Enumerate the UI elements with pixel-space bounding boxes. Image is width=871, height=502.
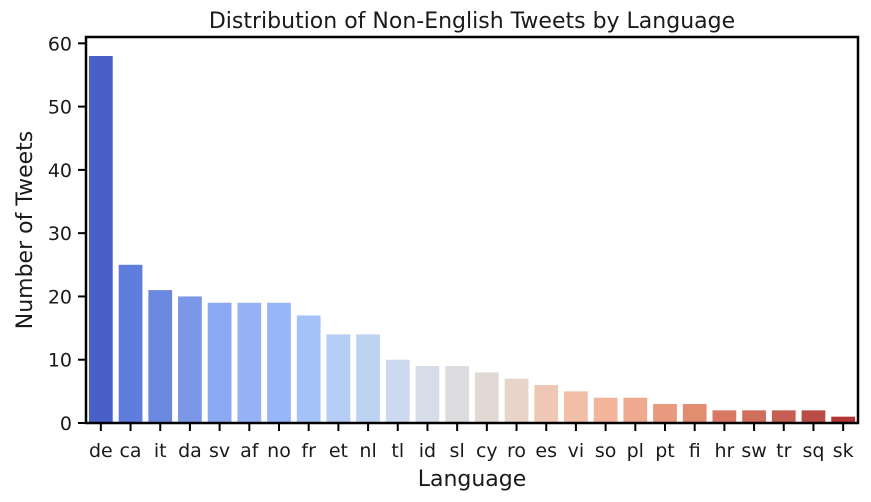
bar-fi (682, 404, 707, 423)
bar-es (534, 385, 559, 423)
x-tick-label-fi: fi (689, 440, 701, 462)
bar-pt (653, 404, 677, 423)
x-tick-label-sv: sv (209, 440, 230, 462)
x-tick-label-sl: sl (450, 440, 465, 462)
bar-tl (385, 359, 410, 423)
y-tick-label-40: 40 (48, 160, 72, 182)
bar-id (415, 366, 440, 423)
x-tick-label-cy: cy (476, 440, 498, 462)
bar-sw (742, 410, 766, 423)
y-tick-label-50: 50 (48, 97, 72, 119)
x-tick-label-sk: sk (833, 440, 854, 462)
bar-de (88, 55, 113, 423)
bar-hr (712, 410, 737, 423)
y-tick-label-20: 20 (48, 286, 72, 308)
bar-no (267, 302, 291, 423)
bar-fr (296, 315, 321, 423)
x-tick-label-hr: hr (714, 440, 734, 462)
x-tick-label-de: de (89, 440, 113, 462)
x-tick-label-id: id (419, 440, 436, 462)
x-tick-label-fr: fr (301, 440, 316, 462)
bar-ca (118, 264, 143, 423)
bar-pl (623, 397, 648, 423)
plot-frame (84, 35, 860, 425)
x-tick-label-tl: tl (391, 440, 404, 462)
bars-group (88, 55, 856, 423)
x-tick-label-it: it (154, 440, 167, 462)
x-tick-label-sw: sw (741, 440, 766, 462)
bar-ro (504, 378, 529, 423)
bar-it (148, 290, 173, 423)
x-tick-label-ro: ro (507, 440, 526, 462)
x-tick-label-pl: pl (627, 440, 644, 462)
x-axis-label: Language (418, 467, 527, 492)
bar-et (326, 334, 351, 423)
bar-vi (564, 391, 588, 423)
y-tick-label-60: 60 (48, 33, 72, 55)
x-tick-label-tr: tr (776, 440, 791, 462)
x-tick-label-no: no (267, 440, 291, 462)
x-tick-label-sq: sq (802, 440, 824, 462)
bar-cy (474, 372, 499, 423)
bar-sv (207, 302, 232, 423)
bar-so (593, 397, 618, 423)
y-tick-label-30: 30 (48, 223, 72, 245)
x-tick-label-vi: vi (568, 440, 585, 462)
y-tick-label-10: 10 (48, 350, 72, 372)
bar-tr (771, 410, 796, 423)
bar-da (178, 296, 202, 423)
x-tick-label-pt: pt (655, 440, 675, 462)
bar-sq (801, 410, 826, 423)
x-tick-label-ca: ca (119, 440, 141, 462)
x-tick-label-so: so (595, 440, 617, 462)
x-tick-label-et: et (329, 440, 348, 462)
x-tick-label-nl: nl (359, 440, 376, 462)
bar-nl (356, 334, 380, 423)
x-tick-label-es: es (535, 440, 557, 462)
x-tick-label-af: af (240, 440, 260, 462)
bar-sl (445, 366, 470, 423)
y-ticks-group: 0 10 20 30 40 50 60 (48, 33, 86, 435)
y-axis-label: Number of Tweets (13, 131, 38, 330)
bar-sk (831, 416, 856, 423)
bar-af (237, 302, 262, 423)
y-tick-label-0: 0 (60, 413, 72, 435)
chart-title: Distribution of Non-English Tweets by La… (209, 9, 735, 34)
x-ticks-group: de ca it da sv af no fr et nl tl id sl cy ro es vi so pl pt… (89, 423, 854, 462)
x-tick-label-da: da (178, 440, 202, 462)
